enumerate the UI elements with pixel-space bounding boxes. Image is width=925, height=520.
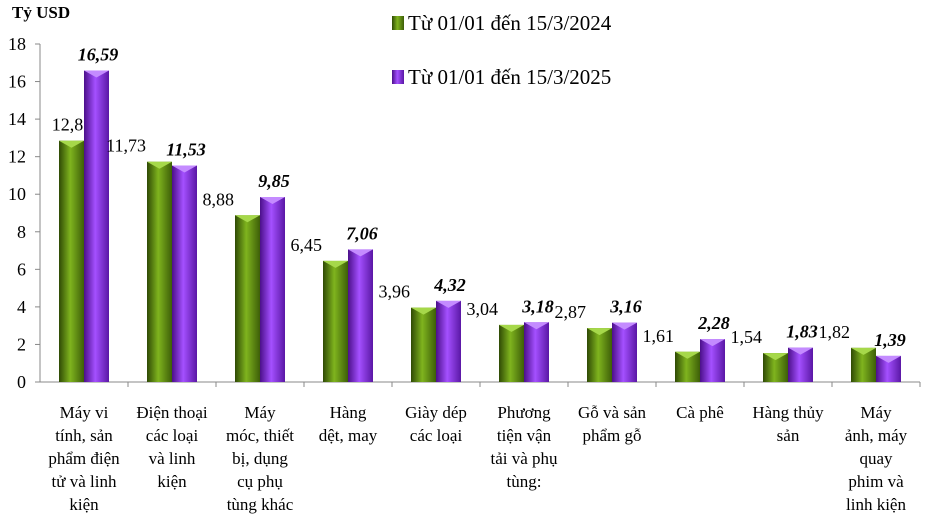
data-label: 3,96 <box>379 282 411 302</box>
y-tick-label: 16 <box>8 72 26 92</box>
y-tick-label: 0 <box>17 372 26 392</box>
data-label: 3,04 <box>467 299 499 319</box>
bar-cap <box>84 70 109 78</box>
bar-cap <box>59 140 84 148</box>
x-tick-label: Điện thoại các loại và linh kiện <box>136 403 208 491</box>
bar-cap <box>172 165 197 173</box>
x-tick-label: Gỗ và sản phẩm gỗ <box>578 403 646 445</box>
bar-2025 <box>700 339 725 382</box>
data-label: 11,73 <box>106 136 146 156</box>
data-label: 16,59 <box>78 44 119 64</box>
bar-2025 <box>348 249 373 382</box>
bar-cap <box>763 353 788 361</box>
bar-2024 <box>411 307 436 382</box>
bar-2024 <box>59 140 84 382</box>
bar-cap <box>524 322 549 330</box>
bar-cap <box>147 161 172 169</box>
bar-cap <box>235 215 260 223</box>
x-tick-label: Giày dép các loại <box>405 403 467 445</box>
bar-cap <box>587 328 612 336</box>
bar-cap <box>348 249 373 257</box>
bar-cap <box>851 347 876 355</box>
data-label: 1,54 <box>731 327 763 347</box>
data-label: 8,88 <box>203 189 235 209</box>
data-label: 1,83 <box>786 322 818 342</box>
legend-label: Từ 01/01 đến 15/3/2025 <box>408 65 611 89</box>
bar-2025 <box>84 70 109 382</box>
legend-swatch <box>392 16 404 30</box>
legend-label: Từ 01/01 đến 15/3/2024 <box>408 11 612 35</box>
bar-2025 <box>612 322 637 382</box>
bar-2025 <box>172 165 197 382</box>
y-tick-label: 4 <box>17 297 26 317</box>
data-label: 11,53 <box>166 139 206 159</box>
bar-2024 <box>499 324 524 382</box>
bar-cap <box>323 260 348 268</box>
x-tick-label: Máy ảnh, máy quay phim và linh kiện <box>845 403 908 514</box>
bar-cap <box>499 324 524 332</box>
y-tick-label: 8 <box>17 222 26 242</box>
bar-cap <box>436 300 461 308</box>
x-tick-label: Phương tiện vận tải và phụ tùng: <box>490 403 558 491</box>
data-label: 6,45 <box>291 235 323 255</box>
data-label: 12,85 <box>52 115 93 135</box>
data-label: 3,16 <box>609 297 642 317</box>
bar-cap <box>260 197 285 205</box>
data-label: 4,32 <box>433 275 466 295</box>
x-tick-label: Hàng dệt, may <box>319 403 378 445</box>
bar-cap <box>700 339 725 347</box>
y-tick-label: 6 <box>17 259 26 279</box>
data-label: 1,61 <box>643 326 675 346</box>
y-tick-label: 18 <box>8 34 26 54</box>
bar-2024 <box>323 260 348 382</box>
bar-cap <box>411 307 436 315</box>
data-label: 2,28 <box>697 313 730 333</box>
data-label: 3,18 <box>521 296 554 316</box>
bar-2025 <box>524 322 549 382</box>
y-tick-label: 10 <box>8 184 26 204</box>
bar-cap <box>876 355 901 363</box>
data-label: 9,85 <box>258 171 290 191</box>
data-label: 1,39 <box>874 330 906 350</box>
x-tick-label: Cà phê <box>676 403 724 422</box>
y-tick-label: 2 <box>17 334 26 354</box>
x-tick-label: Máy vi tính, sản phẩm điện tử và linh kiện <box>48 403 120 514</box>
bar-2024 <box>235 215 260 382</box>
y-tick-label: 12 <box>8 147 26 167</box>
data-label: 2,87 <box>555 302 587 322</box>
bar-2024 <box>147 161 172 382</box>
bar-cap <box>788 347 813 355</box>
data-label: 1,82 <box>819 322 851 342</box>
bar-2025 <box>260 197 285 382</box>
y-axis-label: Tỷ USD <box>12 3 70 22</box>
bar-2025 <box>436 300 461 382</box>
legend-swatch <box>392 70 404 84</box>
x-tick-label: Máy móc, thiết bị, dụng cụ phụ tùng khác <box>226 403 294 514</box>
bar-2024 <box>587 328 612 382</box>
bar-cap <box>612 322 637 330</box>
y-tick-label: 14 <box>8 109 26 129</box>
x-tick-label: Hàng thủy sản <box>752 403 824 445</box>
bar-cap <box>675 351 700 359</box>
data-label: 7,06 <box>346 223 378 243</box>
